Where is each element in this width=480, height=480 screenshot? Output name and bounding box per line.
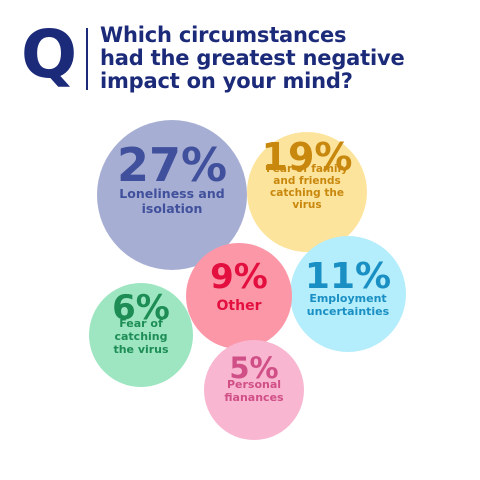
question-line-3: impact on your mind? [100,69,353,93]
question-title: Which circumstances had the greatest neg… [100,24,470,93]
bubble-circle-other [186,243,292,349]
bubble-circle-fear-family [247,132,367,252]
bubble-value-other: 9% [210,257,268,297]
bubble-circle-employment [290,236,406,352]
bubble-label-fear-catching-3: the virus [113,343,169,356]
bubble-label-fear-family-4: virus [292,199,321,211]
bubble-label-fear-catching-1: Fear of [119,317,163,330]
bubble-circle-personal-finances [204,340,304,440]
bubble-circle-loneliness [97,120,247,270]
bubble-value-fear-family: 19% [262,135,353,179]
bubble-value-employment: 11% [305,256,391,297]
bubble-label-loneliness-1: Loneliness and [119,186,224,201]
q-logo: Q [20,16,78,93]
bubble-other: 9%Other [186,243,292,349]
bubble-value-fear-catching: 6% [112,288,170,328]
bubble-value-personal-finances: 5% [229,351,278,385]
question-line-1: Which circumstances [100,23,347,47]
bubble-label-personal-finances-2: fianances [224,391,284,404]
bubble-label-fear-family-2: and friends [273,175,340,187]
bubble-label-fear-catching-2: catching [114,330,167,343]
header: Q Which circumstances had the greatest n… [0,0,480,110]
bubble-label-fear-family-3: catching the [270,187,344,199]
bubble-label-personal-finances-1: Personal [227,378,281,391]
question-line-2: had the greatest negative [100,46,405,70]
bubble-label-loneliness-2: isolation [142,201,203,216]
bubble-label-employment-1: Employment [309,292,386,305]
bubble-label-other-1: Other [217,298,262,314]
bubble-value-loneliness: 27% [117,138,227,192]
bubble-label-fear-family-1: Fear of family [266,163,348,175]
bubble-label-employment-2: uncertainties [307,305,390,318]
bubble-circle-fear-catching [89,283,193,387]
header-divider [86,28,88,90]
